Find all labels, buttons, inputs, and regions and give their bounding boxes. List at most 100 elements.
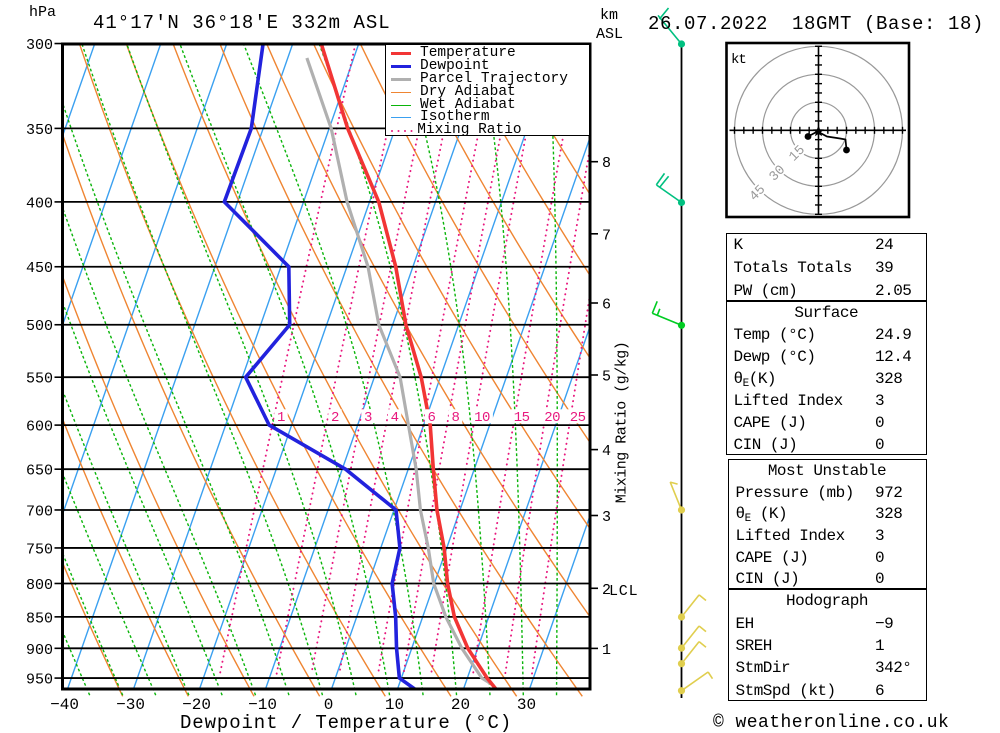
- pressure-tick-label: 400: [26, 195, 53, 212]
- mixing-ratio-label: 6: [428, 410, 436, 426]
- lcl-marker-label: LCL: [609, 583, 639, 600]
- table-row-value: 1: [875, 637, 885, 655]
- pressure-tick-label: 600: [26, 419, 53, 436]
- run-date-label: 26.07.2022 18GMT (Base: 18): [648, 13, 985, 35]
- legend-swatch-dotted: [391, 129, 394, 132]
- dry-adiabat-line: [173, 45, 518, 697]
- table-row-label: SREH: [735, 637, 773, 655]
- mixing-ratio-label: 20: [544, 410, 560, 426]
- km-tick-label: 6: [602, 297, 611, 314]
- mixing-ratio-line: [310, 45, 438, 675]
- table-row-label: CAPE (J): [733, 414, 807, 433]
- table-row-label: K: [733, 236, 744, 255]
- km-tick-label: 8: [602, 155, 611, 172]
- table-row-label: CIN (J): [733, 436, 798, 455]
- mixing-ratio-line: [504, 150, 589, 675]
- mixing-ratio-label-bg: [274, 409, 288, 424]
- table-row-label: PW (cm): [733, 281, 798, 300]
- table-header: Surface: [794, 304, 859, 323]
- temperature-tick-label: 0: [324, 696, 334, 714]
- legend-label: Temperature: [420, 45, 516, 61]
- wet-adiabat-line: [64, 209, 257, 696]
- pressure-tick-label: 700: [26, 503, 53, 520]
- wet-adiabat-line: [64, 304, 223, 696]
- table-row-value: 3: [875, 526, 885, 545]
- legend-swatch-solid: [391, 91, 411, 93]
- x-axis-label: Dewpoint / Temperature (°C): [180, 712, 513, 733]
- hodograph-trace-dot: [804, 133, 812, 140]
- dry-adiabat-line: [266, 45, 589, 616]
- hodograph-trace: [807, 130, 848, 151]
- pressure-tick-label: 900: [26, 642, 53, 659]
- storm-motion-star: [812, 125, 825, 137]
- indices-table-surface: Surface Temp (°C) 24.9 Dewp (°C) 12.4 θE(K) 32…: [725, 301, 927, 456]
- mixing-ratio-label-bg: [541, 409, 564, 424]
- legend-swatch-solid: [391, 104, 411, 106]
- mixing-ratio-label: 4: [391, 410, 399, 426]
- legend-row: Dewpoint: [386, 59, 589, 73]
- table-row-value: 0: [875, 414, 885, 433]
- mixing-ratio-line: [402, 45, 519, 675]
- legend-row: Wet Adiabat: [386, 97, 589, 112]
- hodograph-trace-dot: [843, 146, 850, 154]
- pressure-tick-label: 650: [26, 463, 53, 480]
- table-row-value: 39: [875, 259, 894, 277]
- wind-barb: [677, 594, 707, 621]
- station-title: 41°17'N 36°18'E 332m ASL: [93, 12, 391, 34]
- table-row-value: 12.4: [875, 348, 912, 367]
- legend-label: Mixing Ratio: [417, 122, 522, 139]
- km-axis-unit: km: [600, 7, 619, 24]
- table-row-label: EH: [735, 614, 755, 633]
- wet-adiabat-line: [126, 45, 357, 696]
- isotherm-line: [463, 328, 589, 688]
- wind-barb: [657, 7, 686, 48]
- mixing-ratio-label-bg: [361, 409, 375, 424]
- dry-adiabat-line: [64, 278, 255, 697]
- mixing-ratio-line: [218, 45, 357, 675]
- legend-label: Isotherm: [420, 109, 490, 126]
- mixing-ratio-label: 8: [452, 410, 460, 426]
- pressure-tick-label: 550: [26, 371, 53, 388]
- isotherm-line: [67, 45, 293, 688]
- dry-adiabat-line: [64, 420, 189, 697]
- mixing-ratio-label: 2: [331, 410, 339, 426]
- temperature-curve: [319, 45, 498, 688]
- table-row-label: Dewp (°C): [733, 348, 816, 367]
- mixing-ratio-label-bg: [471, 409, 493, 424]
- mixing-ratio-label-bg: [566, 409, 589, 424]
- table-row-value: 24.9: [875, 326, 912, 345]
- table-row-value: 0: [875, 548, 885, 567]
- dry-adiabat-line: [64, 564, 124, 697]
- km-tick-label: 4: [602, 443, 611, 460]
- background-field-lines: [64, 45, 589, 688]
- axis-tick-labels: 3003504004505005506006507007508008509009…: [26, 37, 611, 714]
- wind-level-dot: [677, 660, 686, 668]
- legend-row: Temperature: [386, 45, 589, 61]
- asl-axis-unit: ASL: [596, 26, 624, 43]
- table-row-label: θE (K): [735, 505, 788, 526]
- table-row-label: StmDir: [735, 659, 791, 678]
- table-row-label: Temp (°C): [733, 326, 816, 345]
- dry-adiabat-line: [360, 45, 589, 442]
- wet-adiabat-line: [179, 45, 391, 696]
- isotherm-line: [397, 139, 589, 688]
- mixing-ratio-label: 10: [474, 410, 490, 426]
- dewpoint-curve: [222, 45, 416, 688]
- wind-barb: [651, 300, 686, 329]
- table-row-label: Totals Totals: [733, 259, 853, 277]
- table-row-value: 342°: [875, 659, 912, 678]
- table-row-value: 24: [875, 236, 894, 255]
- legend-row: Parcel Trajectory: [386, 72, 589, 86]
- temperature-tick-label: 20: [451, 696, 470, 714]
- wet-adiabat-line: [548, 45, 559, 696]
- dry-adiabat-line: [126, 45, 452, 697]
- table-row-label: θE(K): [733, 370, 777, 391]
- legend-swatch-solid: [391, 117, 411, 119]
- wet-adiabat-line: [0, 44, 24, 696]
- pressure-tick-label: 300: [26, 37, 53, 54]
- mixing-ratio-label: 3: [364, 410, 372, 426]
- copyright-label: © weatheronline.co.uk: [713, 713, 950, 733]
- table-row-label: Lifted Index: [733, 392, 844, 411]
- km-tick-label: 7: [602, 227, 611, 244]
- table-row-value: 0: [875, 436, 885, 455]
